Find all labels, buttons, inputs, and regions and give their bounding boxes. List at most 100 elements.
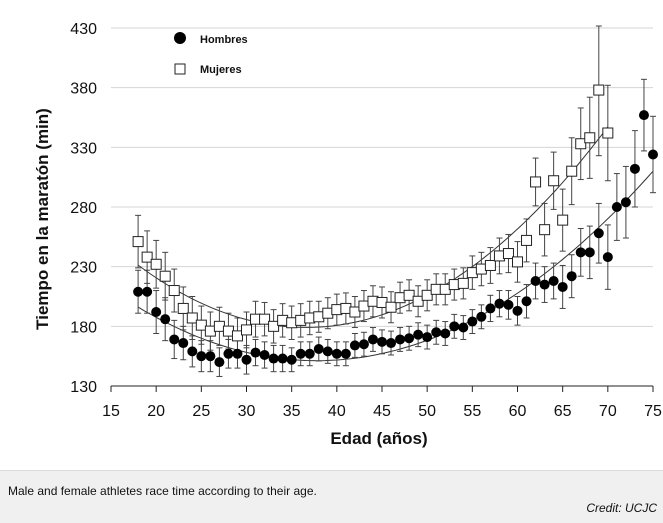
data-point-mujeres bbox=[394, 292, 406, 304]
data-point-mujeres bbox=[177, 302, 189, 314]
data-point-mujeres bbox=[241, 324, 252, 336]
data-point-mujeres bbox=[331, 304, 343, 316]
data-point-hombres bbox=[295, 348, 306, 359]
x-tick-label: 20 bbox=[147, 403, 165, 420]
data-point-mujeres bbox=[204, 325, 216, 337]
y-tick-label: 180 bbox=[70, 319, 97, 336]
data-point-mujeres bbox=[141, 251, 153, 263]
data-point-mujeres bbox=[222, 325, 234, 337]
data-point-mujeres bbox=[475, 263, 487, 275]
chart: 130 180 230 280 330 380 430 15 20 25 30 35 40 45 50 55 6… bbox=[33, 21, 662, 448]
data-point-mujeres bbox=[213, 320, 225, 332]
y-axis-label: Tiempo en la maratón (min) bbox=[33, 108, 52, 330]
data-point-mujeres bbox=[493, 250, 505, 262]
data-point-hombres bbox=[593, 228, 604, 239]
data-point-hombres bbox=[205, 351, 216, 362]
x-axis-label: Edad (años) bbox=[330, 429, 427, 448]
y-tick-label: 280 bbox=[70, 200, 97, 217]
data-point-mujeres bbox=[421, 289, 433, 301]
data-point-hombres bbox=[503, 299, 514, 310]
data-point-mujeres bbox=[195, 319, 207, 331]
data-point-mujeres bbox=[584, 132, 596, 144]
data-point-hombres bbox=[268, 353, 279, 364]
data-point-mujeres bbox=[521, 234, 533, 246]
data-point-hombres bbox=[548, 275, 559, 286]
credit-text: Credit: UCJC bbox=[586, 501, 657, 515]
legend: Hombres Mujeres bbox=[174, 32, 248, 76]
data-point-mujeres bbox=[548, 175, 560, 187]
data-point-mujeres bbox=[322, 307, 334, 319]
data-point-mujeres bbox=[349, 306, 361, 318]
data-point-hombres bbox=[196, 351, 207, 362]
data-point-mujeres bbox=[132, 236, 144, 248]
data-point-mujeres bbox=[575, 138, 587, 150]
data-point-hombres bbox=[367, 334, 378, 345]
data-point-mujeres bbox=[159, 270, 171, 282]
data-point-mujeres bbox=[539, 224, 551, 236]
data-point-hombres bbox=[395, 334, 406, 345]
data-point-hombres bbox=[611, 202, 622, 212]
data-point-hombres bbox=[214, 357, 225, 368]
data-point-mujeres bbox=[250, 313, 262, 325]
x-tick-label: 50 bbox=[418, 403, 436, 420]
data-point-hombres bbox=[331, 348, 342, 359]
x-tick-label: 45 bbox=[373, 403, 391, 420]
data-point-mujeres bbox=[313, 311, 325, 323]
x-tick-label: 15 bbox=[102, 403, 120, 420]
data-point-hombres bbox=[187, 346, 198, 357]
data-point-hombres bbox=[440, 328, 451, 339]
data-point-hombres bbox=[386, 338, 397, 349]
data-point-hombres bbox=[458, 322, 469, 333]
data-point-mujeres bbox=[231, 330, 243, 342]
data-point-mujeres bbox=[566, 165, 578, 177]
data-point-hombres bbox=[358, 339, 369, 350]
data-point-hombres bbox=[557, 281, 568, 292]
data-point-mujeres bbox=[602, 127, 614, 139]
data-point-hombres bbox=[539, 279, 550, 290]
caption-bar: Male and female athletes race time accor… bbox=[0, 470, 663, 523]
data-point-hombres bbox=[232, 348, 243, 359]
data-point-mujeres bbox=[304, 312, 316, 324]
data-point-mujeres bbox=[367, 295, 379, 307]
data-point-mujeres bbox=[259, 313, 271, 325]
data-point-hombres bbox=[142, 286, 153, 297]
data-point-mujeres bbox=[150, 258, 162, 270]
data-point-mujeres bbox=[557, 214, 569, 226]
data-point-hombres bbox=[304, 348, 315, 359]
data-point-hombres bbox=[638, 110, 649, 121]
data-point-hombres bbox=[629, 163, 640, 174]
data-point-hombres bbox=[476, 311, 487, 322]
data-point-mujeres bbox=[466, 267, 478, 279]
y-tick-label: 380 bbox=[70, 81, 97, 98]
data-point-mujeres bbox=[277, 314, 289, 326]
data-point-mujeres bbox=[186, 312, 198, 324]
data-point-mujeres bbox=[484, 259, 496, 271]
x-tick-label: 70 bbox=[599, 403, 617, 420]
y-tick-label: 330 bbox=[70, 140, 97, 157]
data-point-hombres bbox=[277, 353, 288, 364]
data-point-hombres bbox=[241, 354, 252, 365]
data-point-hombres bbox=[485, 303, 496, 314]
data-point-mujeres bbox=[340, 302, 352, 314]
trend-line-hombres bbox=[137, 170, 654, 362]
data-point-mujeres bbox=[593, 84, 605, 96]
x-tick-label: 25 bbox=[192, 403, 210, 420]
data-point-hombres bbox=[377, 336, 387, 347]
data-point-hombres bbox=[422, 332, 433, 343]
data-point-mujeres bbox=[502, 248, 514, 260]
data-point-hombres bbox=[467, 316, 478, 327]
data-point-hombres bbox=[404, 333, 415, 344]
y-tick-label: 230 bbox=[70, 260, 97, 277]
x-tick-label: 65 bbox=[554, 403, 572, 420]
data-point-hombres bbox=[602, 252, 613, 263]
data-point-mujeres bbox=[385, 301, 397, 313]
legend-marker-hombres bbox=[174, 32, 186, 44]
data-point-hombres bbox=[620, 197, 631, 208]
data-point-mujeres bbox=[439, 283, 451, 295]
legend-label-hombres: Hombres bbox=[200, 34, 248, 46]
data-point-hombres bbox=[286, 354, 297, 365]
legend-label-mujeres: Mujeres bbox=[200, 64, 242, 76]
data-point-hombres bbox=[575, 247, 586, 258]
x-tick-label: 60 bbox=[509, 403, 527, 420]
chart-figure: 130 180 230 280 330 380 430 15 20 25 30 35 40 45 50 55 6… bbox=[33, 21, 662, 448]
